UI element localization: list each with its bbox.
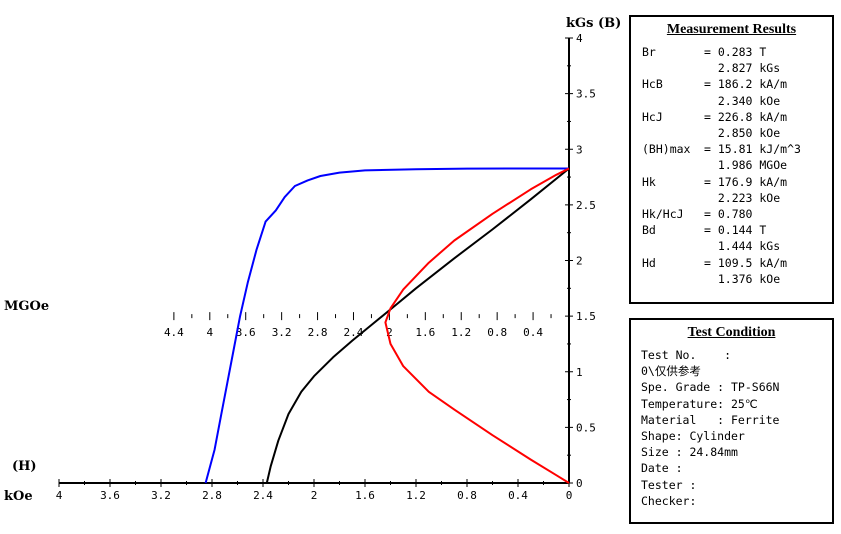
- energy-tick-label: 0.4: [523, 326, 543, 339]
- koe-axis-label: kOe: [4, 489, 33, 504]
- result-key: Hk/HcJ: [642, 207, 684, 222]
- result-value: 1.444 kGs: [704, 239, 781, 254]
- x-tick-label: 2: [311, 489, 318, 502]
- condition-line: Test No. :: [641, 348, 732, 362]
- condition-line: 0\仅供参考: [641, 364, 701, 379]
- kgs-axis-label: kGs (B): [566, 16, 621, 31]
- result-value: = 226.8 kA/m: [704, 109, 788, 124]
- energy-tick-label: 1.6: [415, 326, 435, 339]
- result-value: = 0.283 T: [704, 45, 767, 59]
- energy-tick-label: 3.2: [272, 326, 292, 339]
- result-key: [642, 271, 704, 287]
- result-key: [642, 60, 704, 76]
- x-tick-label: 3.2: [151, 489, 171, 502]
- x-axis: 4 3.6 3.2 2.8 2.4 2 1.6 1.2 0.8 0.4 0: [56, 479, 573, 502]
- y-tick-label: 0.5: [576, 421, 596, 434]
- results-list: Br = 0.283 T 2.827 kGs HcB = 186.2 kA/m 2.3…: [631, 44, 832, 287]
- condition-line: Shape: Cylinder: [641, 429, 745, 444]
- x-tick-label: 0: [566, 489, 573, 502]
- result-key: [642, 157, 704, 173]
- x-tick-label: 0.8: [457, 489, 477, 502]
- result-key: Bd: [642, 223, 656, 238]
- result-key: Br: [642, 45, 656, 59]
- x-tick-label: 2.8: [202, 489, 222, 502]
- result-value: 2.850 kOe: [704, 126, 781, 141]
- y-axis: 0 0.5 1 1.5 2 2.5 3 3.5 4: [565, 32, 596, 490]
- result-value: = 109.5 kA/m: [704, 255, 788, 270]
- result-value: = 15.81 kJ/m^3: [704, 142, 801, 157]
- result-key: Hk: [642, 174, 656, 189]
- x-tick-label: 2.4: [253, 489, 273, 502]
- x-tick-label: 3.6: [100, 489, 120, 502]
- y-tick-label: 3.5: [576, 88, 596, 101]
- result-value: = 0.780: [704, 207, 753, 222]
- result-value: = 186.2 kA/m: [704, 77, 788, 92]
- result-key: [642, 93, 704, 109]
- series-line-0: [204, 167, 569, 484]
- result-key: [642, 125, 704, 141]
- condition-line: Spe. Grade : TP-S66N: [641, 380, 780, 395]
- energy-tick-label: 2.8: [308, 326, 328, 339]
- condition-line: Date :: [641, 461, 683, 476]
- energy-axis: 4.4 4 3.6 3.2 2.8 2.4 2 1.6 1.2 0.8 0.4: [164, 312, 552, 339]
- condition-list: Test No. : 0\仅供参考 Spe. Grade : TP-S66N Temp…: [631, 347, 832, 509]
- result-key: HcB: [642, 77, 663, 92]
- result-value: = 176.9 kA/m: [704, 174, 788, 189]
- measurement-results-title: Measurement Results: [666, 22, 797, 37]
- result-key: [642, 190, 704, 206]
- x-tick-label: 1.6: [355, 489, 375, 502]
- energy-tick-label: 0.8: [487, 326, 507, 339]
- result-value: 2.223 kOe: [704, 190, 781, 205]
- series-line-1: [265, 167, 570, 484]
- condition-line: Tester :: [641, 477, 697, 492]
- y-tick-label: 2.5: [576, 199, 596, 212]
- energy-tick-label: 2: [386, 326, 393, 339]
- y-tick-label: 1: [576, 366, 583, 379]
- y-tick-label: 4: [576, 32, 583, 45]
- energy-tick-label: 1.2: [451, 326, 471, 339]
- y-tick-label: 3: [576, 143, 583, 156]
- result-key: HcJ: [642, 109, 663, 124]
- energy-tick-label: 4: [206, 326, 213, 339]
- x-tick-label: 4: [56, 489, 63, 502]
- curves: [204, 167, 570, 484]
- y-tick-label: 0: [576, 477, 583, 490]
- series-line-2: [384, 167, 570, 484]
- y-tick-label: 1.5: [576, 310, 596, 323]
- mgoe-axis-label: MGOe: [4, 299, 49, 314]
- test-condition-panel: Test Condition Test No. : 0\仅供参考 Spe. Grad…: [629, 318, 834, 524]
- result-key: (BH)max: [642, 142, 691, 157]
- result-key: [642, 238, 704, 254]
- condition-line: Temperature: 25℃: [641, 396, 758, 411]
- condition-line: Material : Ferrite: [641, 412, 780, 427]
- result-value: = 0.144 T: [704, 223, 767, 238]
- condition-line: Size : 24.84mm: [641, 445, 738, 460]
- h-axis-label: (H): [12, 459, 37, 474]
- result-key: Hd: [642, 255, 656, 270]
- test-condition-title: Test Condition: [687, 325, 776, 340]
- measurement-results-panel: Measurement Results Br = 0.283 T 2.827 kG…: [629, 15, 834, 304]
- y-tick-label: 2: [576, 255, 583, 268]
- x-tick-label: 1.2: [406, 489, 426, 502]
- result-value: 2.827 kGs: [704, 61, 781, 76]
- energy-tick-label: 3.6: [236, 326, 256, 339]
- x-tick-label: 0.4: [508, 489, 528, 502]
- condition-line: Checker:: [641, 493, 697, 508]
- result-value: 1.376 kOe: [704, 271, 781, 286]
- result-value: 2.340 kOe: [704, 93, 781, 108]
- energy-tick-label: 4.4: [164, 326, 184, 339]
- result-value: 1.986 MGOe: [704, 158, 788, 173]
